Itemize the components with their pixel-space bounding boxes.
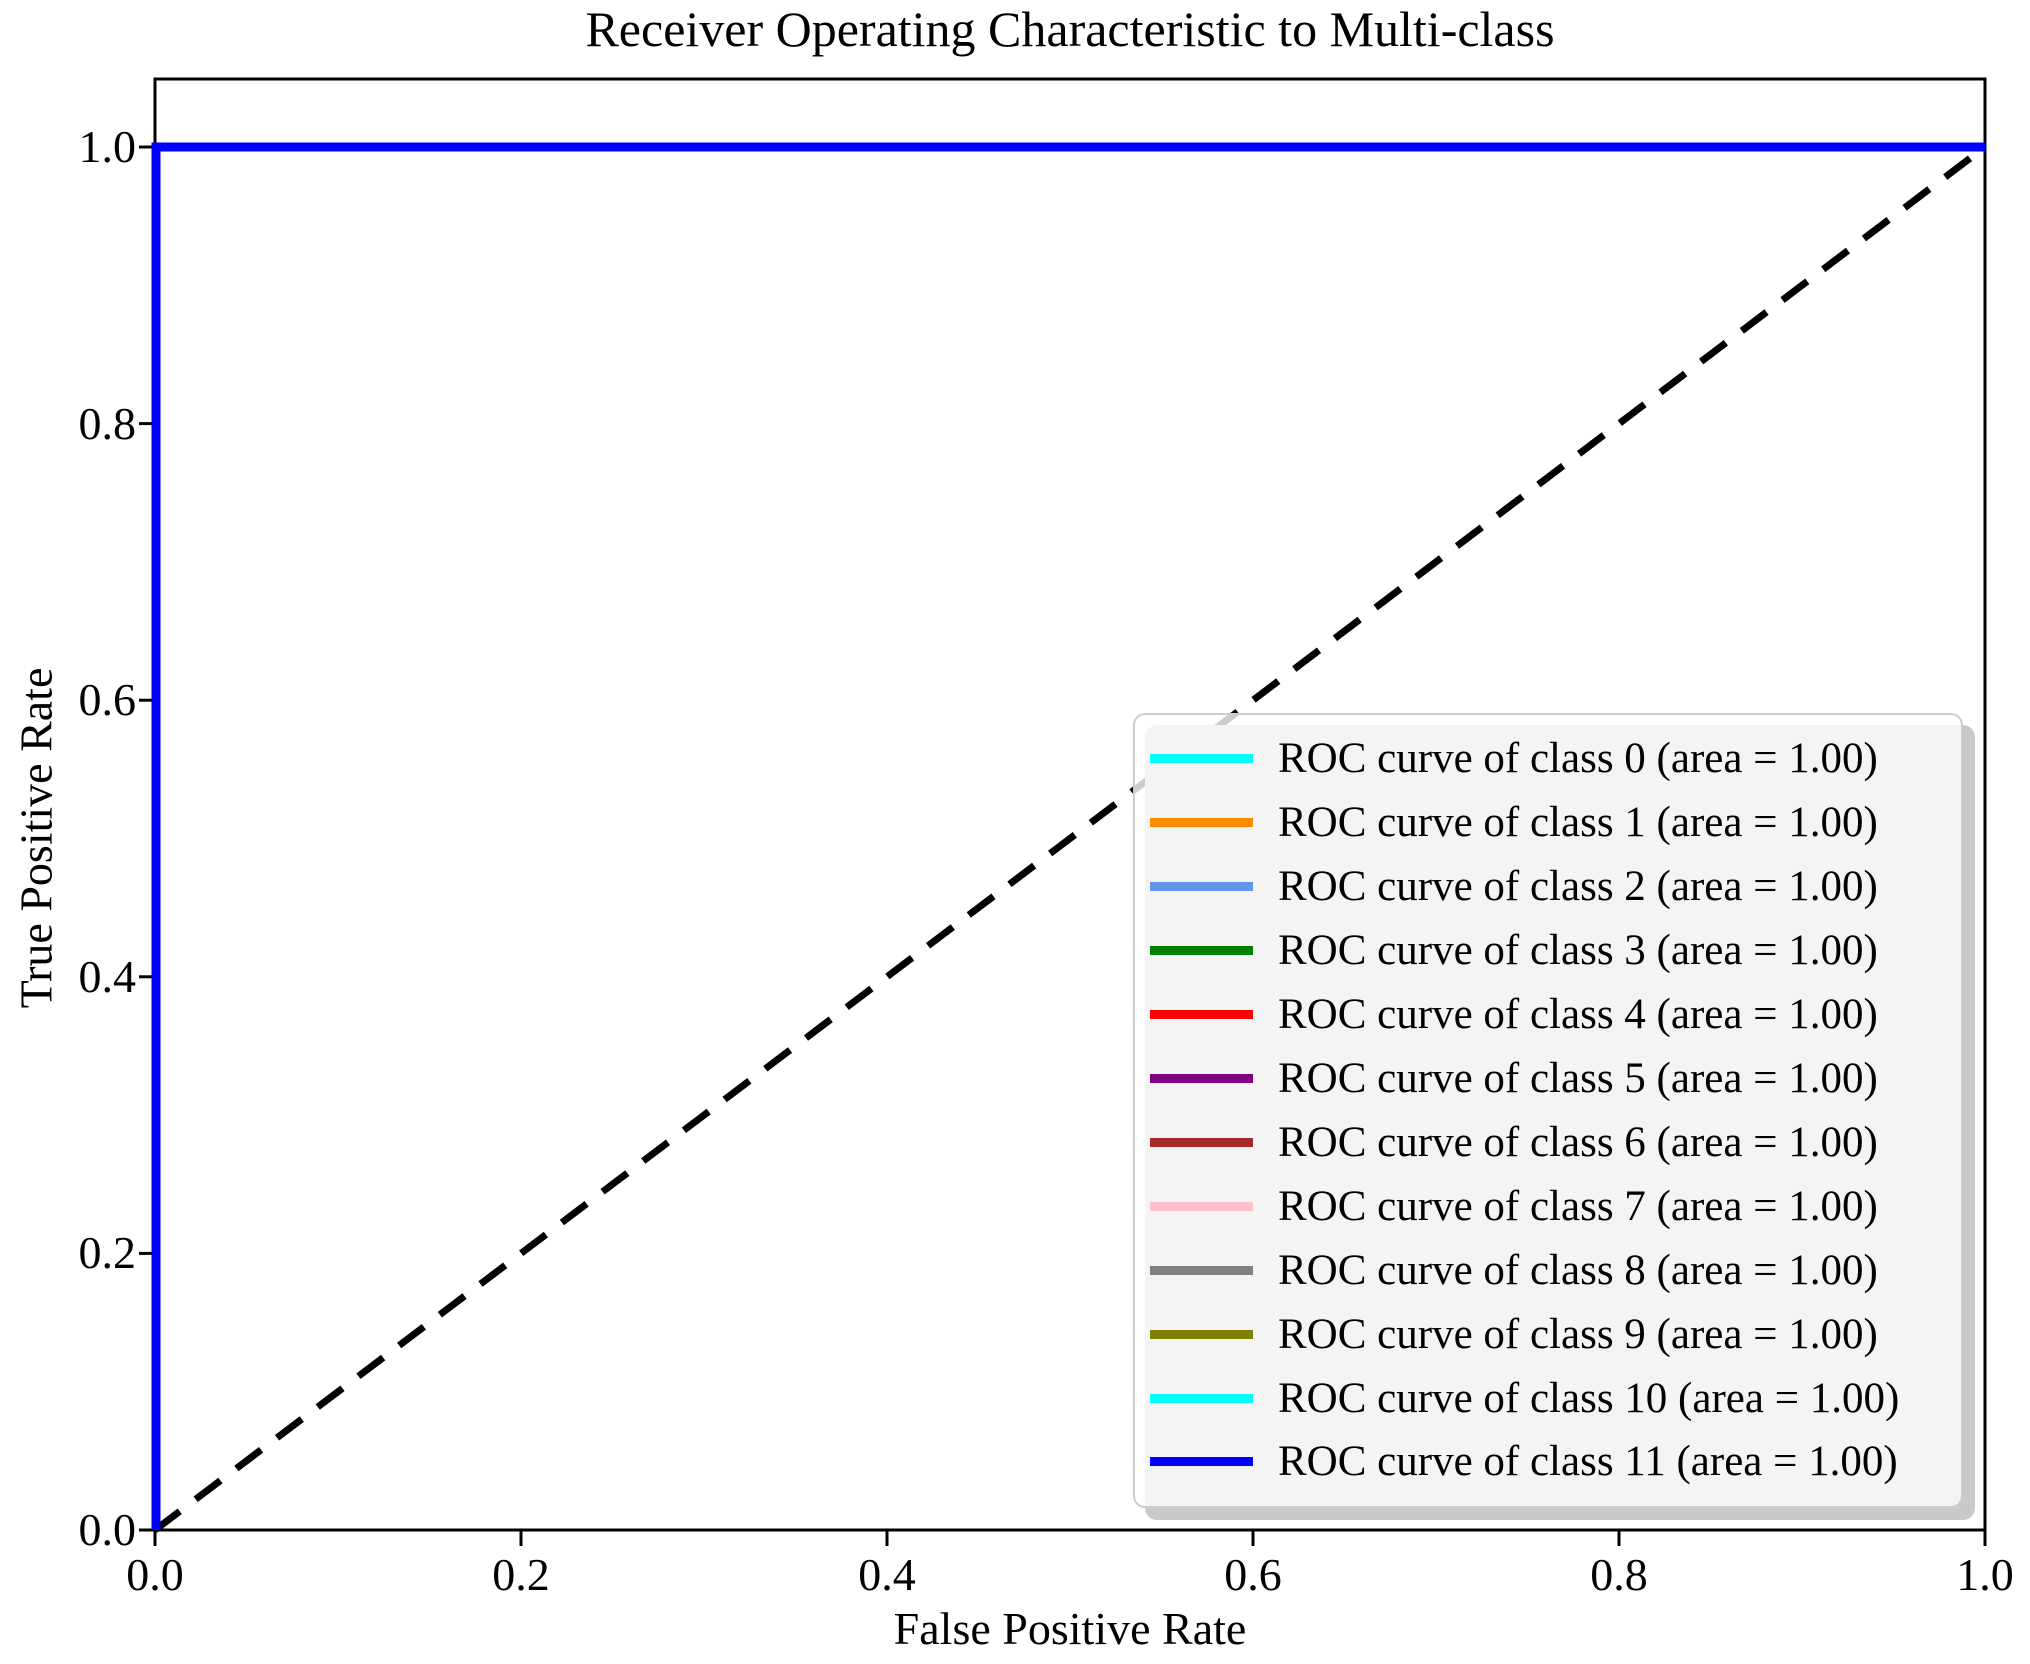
- legend-line-swatch: [1150, 1010, 1253, 1020]
- legend-label: ROC curve of class 11 (area = 1.00): [1278, 1438, 1898, 1486]
- legend-label: ROC curve of class 0 (area = 1.00): [1278, 735, 1878, 783]
- legend-line-swatch: [1150, 1137, 1253, 1147]
- legend-label: ROC curve of class 1 (area = 1.00): [1278, 799, 1878, 847]
- legend-row: ROC curve of class 0 (area = 1.00): [1150, 737, 1951, 780]
- legend-line-swatch: [1150, 946, 1253, 956]
- legend-row: ROC curve of class 10 (area = 1.00): [1150, 1377, 1951, 1420]
- x-tick-label: 0.6: [1224, 1549, 1282, 1600]
- legend-row: ROC curve of class 8 (area = 1.00): [1150, 1249, 1951, 1292]
- x-tick-label: 0.4: [858, 1549, 916, 1600]
- legend: ROC curve of class 0 (area = 1.00) ROC cu…: [1133, 713, 1963, 1508]
- legend-label: ROC curve of class 5 (area = 1.00): [1278, 1054, 1878, 1102]
- legend-line-swatch: [1150, 818, 1253, 828]
- legend-label: ROC curve of class 9 (area = 1.00): [1278, 1310, 1878, 1358]
- y-tick-label: 0.4: [78, 950, 137, 1002]
- legend-label: ROC curve of class 6 (area = 1.00): [1278, 1118, 1878, 1166]
- legend-label: ROC curve of class 8 (area = 1.00): [1278, 1246, 1878, 1294]
- x-tick-label: 0.2: [492, 1549, 550, 1600]
- y-tick-label: 0.2: [78, 1227, 137, 1279]
- x-axis-label: False Positive Rate: [893, 1603, 1247, 1654]
- y-tick-label: 0.6: [78, 674, 137, 726]
- chance-diagonal-line: [152, 144, 1988, 1533]
- legend-row: ROC curve of class 1 (area = 1.00): [1150, 801, 1951, 844]
- roc-curve-line: [151, 142, 1985, 1530]
- legend-row: ROC curve of class 6 (area = 1.00): [1150, 1121, 1951, 1164]
- legend-row: ROC curve of class 5 (area = 1.00): [1150, 1057, 1951, 1100]
- legend-label: ROC curve of class 4 (area = 1.00): [1278, 991, 1878, 1039]
- legend-row: ROC curve of class 11 (area = 1.00): [1150, 1440, 1951, 1483]
- legend-line-swatch: [1150, 1073, 1253, 1083]
- y-tick-label: 0.0: [78, 1504, 137, 1555]
- legend-label: ROC curve of class 10 (area = 1.00): [1278, 1374, 1900, 1422]
- legend-row: ROC curve of class 2 (area = 1.00): [1150, 865, 1951, 908]
- legend-label: ROC curve of class 2 (area = 1.00): [1278, 863, 1878, 911]
- legend-line-swatch: [1150, 1265, 1253, 1275]
- legend-row: ROC curve of class 3 (area = 1.00): [1150, 929, 1951, 972]
- legend-line-swatch: [1150, 882, 1253, 892]
- legend-label: ROC curve of class 3 (area = 1.00): [1278, 927, 1878, 975]
- x-tick-label: 1.0: [1956, 1549, 2014, 1600]
- x-tick-label: 0.0: [126, 1549, 184, 1600]
- x-tick-label: 0.8: [1590, 1549, 1648, 1600]
- legend-line-swatch: [1150, 1201, 1253, 1211]
- legend-row: ROC curve of class 7 (area = 1.00): [1150, 1185, 1951, 1228]
- legend-line-swatch: [1150, 1393, 1253, 1403]
- y-tick-label: 1.0: [78, 121, 137, 172]
- legend-row: ROC curve of class 4 (area = 1.00): [1150, 993, 1951, 1036]
- legend-line-swatch: [1150, 754, 1253, 764]
- legend-line-swatch: [1150, 1329, 1253, 1339]
- legend-label: ROC curve of class 7 (area = 1.00): [1278, 1182, 1878, 1230]
- legend-line-swatch: [1150, 1457, 1253, 1467]
- y-tick-label: 0.8: [78, 397, 137, 449]
- legend-row: ROC curve of class 9 (area = 1.00): [1150, 1313, 1951, 1356]
- chart-title: Receiver Operating Characteristic to Mul…: [585, 1, 1555, 57]
